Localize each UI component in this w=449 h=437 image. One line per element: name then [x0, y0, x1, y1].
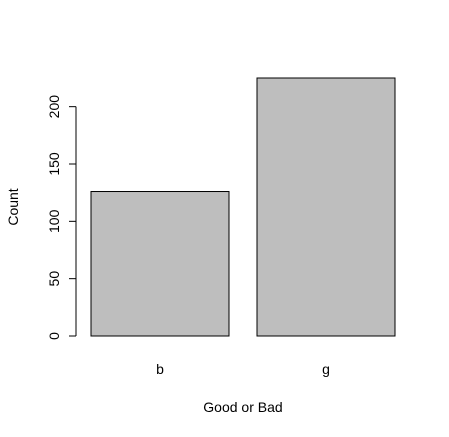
bar-b [90, 191, 230, 337]
y-tick-label: 100 [46, 209, 62, 233]
y-axis: 0 50 100 150 200 [46, 95, 77, 340]
x-category-label-b: b [156, 361, 164, 377]
bar-g [256, 77, 396, 337]
y-tick-label: 200 [46, 95, 62, 119]
x-category-label-g: g [322, 361, 330, 377]
y-tick-label: 50 [46, 271, 62, 287]
y-tick-label: 0 [46, 332, 62, 340]
y-axis-title: Count [5, 188, 21, 225]
bars [90, 77, 396, 337]
x-axis-title: Good or Bad [203, 399, 282, 415]
y-tick-label: 150 [46, 152, 62, 176]
